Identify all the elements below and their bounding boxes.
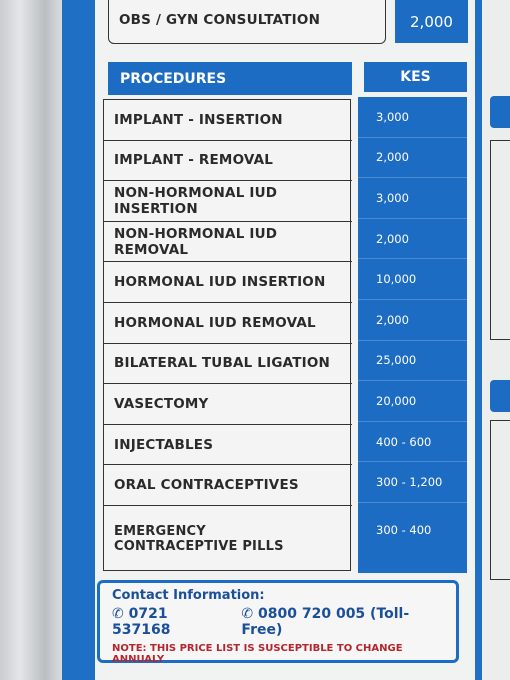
procedure-name: NON-HORMONAL IUD INSERTION xyxy=(104,181,352,222)
procedure-price: 2,000 xyxy=(358,300,467,341)
consultation-price: 2,000 xyxy=(395,0,468,43)
phone: ✆ 0721 537168 xyxy=(112,606,171,638)
phone: ✆ 0800 720 005 (Toll-Free) xyxy=(241,606,410,638)
procedure-price: 300 - 400 xyxy=(376,522,432,537)
procedure-price: 3,000 xyxy=(358,97,467,138)
procedure-name: IMPLANT - REMOVAL xyxy=(104,141,352,182)
procedure-price: 20,000 xyxy=(358,381,467,422)
procedure-price: 300 - 1,200 xyxy=(358,462,467,503)
procedure-price: 3,000 xyxy=(358,178,467,219)
price-column: 3,000 2,000 3,000 2,000 10,000 2,000 25,000 20,… xyxy=(358,97,467,573)
procedure-price: 25,000 xyxy=(358,341,467,382)
consultation-label: OBS / GYN CONSULTATION xyxy=(108,0,386,44)
adjacent-tab xyxy=(490,380,510,412)
procedure-name: ORAL CONTRACEPTIVES xyxy=(104,465,352,506)
procedure-name: HORMONAL IUD REMOVAL xyxy=(104,303,352,344)
contact-title: Contact Information: xyxy=(112,588,265,603)
procedure-name: EMERGENCY CONTRACEPTIVE PILLS xyxy=(114,523,284,554)
currency-header: KES xyxy=(364,62,467,92)
note: NOTE: THIS PRICE LIST IS SUSCEPTIBLE TO … xyxy=(112,643,403,665)
procedure-name: NON-HORMONAL IUD REMOVAL xyxy=(104,222,352,263)
procedure-name: IMPLANT - INSERTION xyxy=(104,100,352,141)
procedure-price: 2,000 xyxy=(358,219,467,260)
adjacent-tab xyxy=(490,96,510,128)
procedure-name: INJECTABLES xyxy=(104,425,352,466)
procedure-price: 2,000 xyxy=(358,138,467,179)
procedure-price: 400 - 600 xyxy=(358,422,467,463)
procedure-table: IMPLANT - INSERTION IMPLANT - REMOVAL NON-… xyxy=(103,99,352,571)
procedure-price: 10,000 xyxy=(358,259,467,300)
procedure-name: VASECTOMY xyxy=(104,384,352,425)
adjacent-box xyxy=(490,420,510,580)
adjacent-box xyxy=(490,140,510,340)
phone-line: ✆ 0721 537168 ✆ 0800 720 005 (Toll-Free) xyxy=(112,606,444,638)
procedure-name: BILATERAL TUBAL LIGATION xyxy=(104,344,352,385)
procedure-name: HORMONAL IUD INSERTION xyxy=(104,262,352,303)
contact-box: Contact Information: ✆ 0721 537168 ✆ 080… xyxy=(97,580,459,665)
procedures-header: PROCEDURES xyxy=(108,62,352,95)
